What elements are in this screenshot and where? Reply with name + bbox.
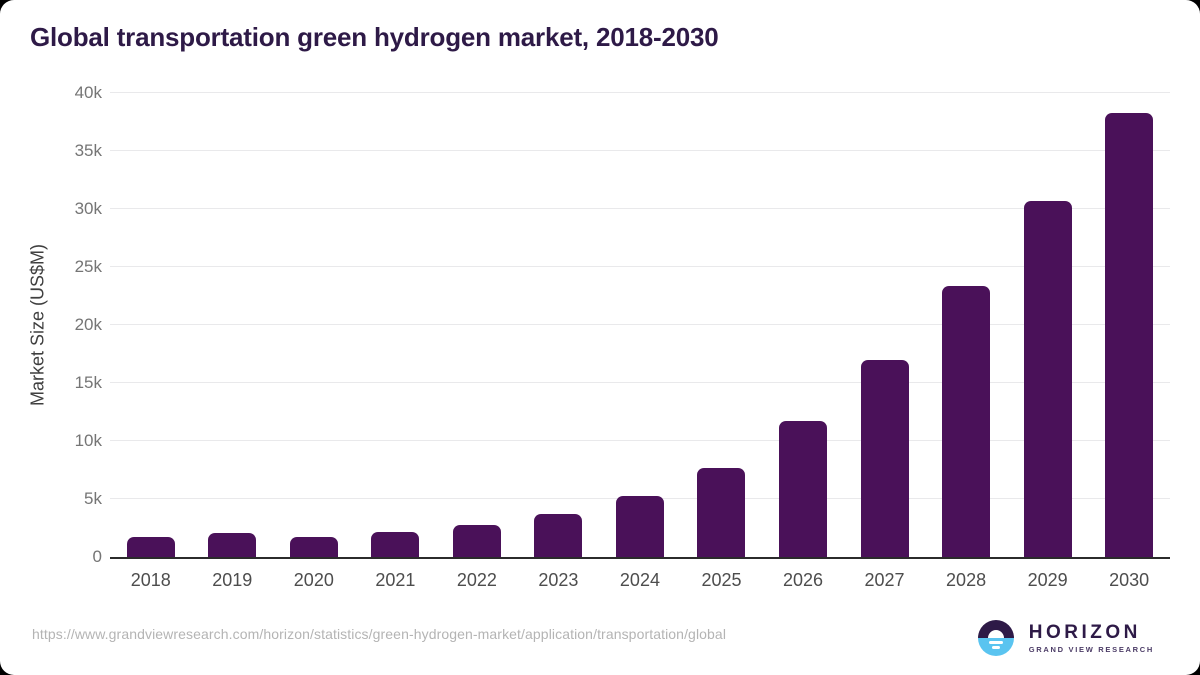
x-tick-2027: 2027: [864, 570, 905, 590]
x-tick-2021: 2021: [375, 570, 416, 590]
logo-name: HORIZON: [1028, 621, 1141, 643]
plot-area: [110, 92, 1170, 559]
gridline-15k: [110, 382, 1170, 383]
bar-2025: [697, 468, 746, 557]
bar-slot-2028: [925, 93, 1007, 557]
y-tick-30k: 30k: [74, 199, 102, 218]
bar-slot-2018: [110, 93, 192, 557]
logo-subtitle: GRAND VIEW RESEARCH: [1028, 644, 1154, 654]
x-tick-2020: 2020: [293, 570, 334, 590]
x-tick-2029: 2029: [1027, 570, 1068, 590]
x-tick-2019: 2019: [212, 570, 253, 590]
y-tick-15k: 15k: [74, 373, 102, 392]
x-tick-2025: 2025: [701, 570, 742, 590]
bar-2028: [942, 286, 991, 557]
source-url: https://www.grandviewresearch.com/horizo…: [32, 626, 727, 642]
bar-slot-2029: [1007, 93, 1089, 557]
x-tick-2026: 2026: [782, 570, 824, 590]
bar-2023: [534, 514, 583, 557]
y-tick-25k: 25k: [74, 257, 102, 276]
bar-slot-2027: [844, 93, 926, 557]
gridline-20k: [110, 324, 1170, 325]
bar-2019: [208, 533, 257, 557]
bar-slot-2019: [192, 93, 274, 557]
y-tick-20k: 20k: [74, 315, 102, 334]
logo-text: HORIZON GRAND VIEW RESEARCH: [1028, 621, 1154, 654]
bar-slot-2030: [1088, 93, 1170, 557]
bar-series: [110, 93, 1170, 557]
chart-title: Global transportation green hydrogen mar…: [30, 22, 719, 52]
logo-wave-line: [991, 646, 1000, 649]
gridline-10k: [110, 440, 1170, 441]
x-tick-2023: 2023: [538, 570, 579, 590]
bar-slot-2026: [762, 93, 844, 557]
y-axis-ticks: 0 5k 10k 15k 20k 25k 30k 35k 40k: [0, 83, 102, 566]
logo-sky-half: [977, 620, 1014, 638]
bar-slot-2024: [599, 93, 681, 557]
bar-2021: [371, 532, 420, 557]
y-tick-5k: 5k: [84, 489, 102, 508]
x-tick-2018: 2018: [130, 570, 171, 590]
bar-slot-2025: [681, 93, 763, 557]
bar-2022: [452, 525, 501, 557]
x-tick-2030: 2030: [1109, 570, 1150, 590]
bar-2026: [779, 421, 828, 557]
gridline-25k: [110, 266, 1170, 267]
bar-slot-2022: [436, 93, 518, 557]
bar-slot-2021: [355, 93, 437, 557]
bar-2030: [1105, 113, 1154, 557]
bar-2027: [860, 360, 909, 557]
gridline-35k: [110, 150, 1170, 151]
horizon-logo: HORIZON GRAND VIEW RESEARCH: [977, 620, 1154, 656]
bar-2029: [1023, 201, 1072, 557]
y-tick-40k: 40k: [74, 83, 102, 102]
logo-sun-dome: [987, 630, 1004, 638]
bar-slot-2020: [273, 93, 355, 557]
y-tick-35k: 35k: [74, 141, 102, 160]
gridline-30k: [110, 208, 1170, 209]
x-tick-2028: 2028: [946, 570, 987, 590]
x-axis-labels: 2018 2019 2020 2021 2022 2023 2024 2025 2026 2027…: [110, 569, 1170, 591]
horizon-sun-icon: [977, 620, 1014, 656]
gridline-40k: [110, 92, 1170, 93]
bar-slot-2023: [518, 93, 600, 557]
logo-wave-line: [988, 641, 1003, 644]
y-tick-0: 0: [92, 547, 102, 566]
y-tick-10k: 10k: [74, 431, 102, 450]
bar-2018: [126, 537, 175, 557]
x-tick-2024: 2024: [619, 570, 660, 590]
x-tick-2022: 2022: [456, 570, 497, 590]
bar-2024: [615, 496, 664, 557]
bar-2020: [289, 537, 338, 557]
